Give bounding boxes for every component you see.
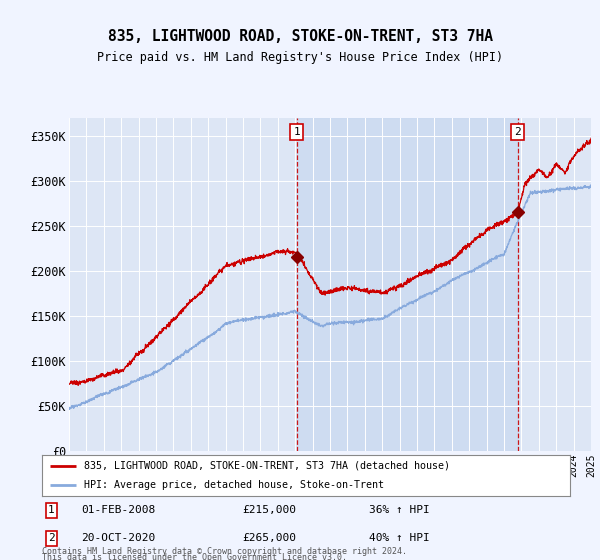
Text: Contains HM Land Registry data © Crown copyright and database right 2024.: Contains HM Land Registry data © Crown c…	[42, 547, 407, 556]
Text: 20-OCT-2020: 20-OCT-2020	[82, 533, 156, 543]
Text: HPI: Average price, detached house, Stoke-on-Trent: HPI: Average price, detached house, Stok…	[84, 479, 384, 489]
Text: £215,000: £215,000	[242, 505, 296, 515]
Text: 835, LIGHTWOOD ROAD, STOKE-ON-TRENT, ST3 7HA: 835, LIGHTWOOD ROAD, STOKE-ON-TRENT, ST3…	[107, 29, 493, 44]
Text: 1: 1	[293, 127, 300, 137]
Text: 2: 2	[48, 533, 55, 543]
Bar	[296, 118, 518, 451]
Text: £265,000: £265,000	[242, 533, 296, 543]
Text: This data is licensed under the Open Government Licence v3.0.: This data is licensed under the Open Gov…	[42, 553, 347, 560]
Text: Price paid vs. HM Land Registry's House Price Index (HPI): Price paid vs. HM Land Registry's House …	[97, 51, 503, 64]
Text: 36% ↑ HPI: 36% ↑ HPI	[370, 505, 430, 515]
Text: 1: 1	[48, 505, 55, 515]
Text: 40% ↑ HPI: 40% ↑ HPI	[370, 533, 430, 543]
Text: 835, LIGHTWOOD ROAD, STOKE-ON-TRENT, ST3 7HA (detached house): 835, LIGHTWOOD ROAD, STOKE-ON-TRENT, ST3…	[84, 461, 450, 471]
Text: 2: 2	[514, 127, 521, 137]
Text: 01-FEB-2008: 01-FEB-2008	[82, 505, 156, 515]
